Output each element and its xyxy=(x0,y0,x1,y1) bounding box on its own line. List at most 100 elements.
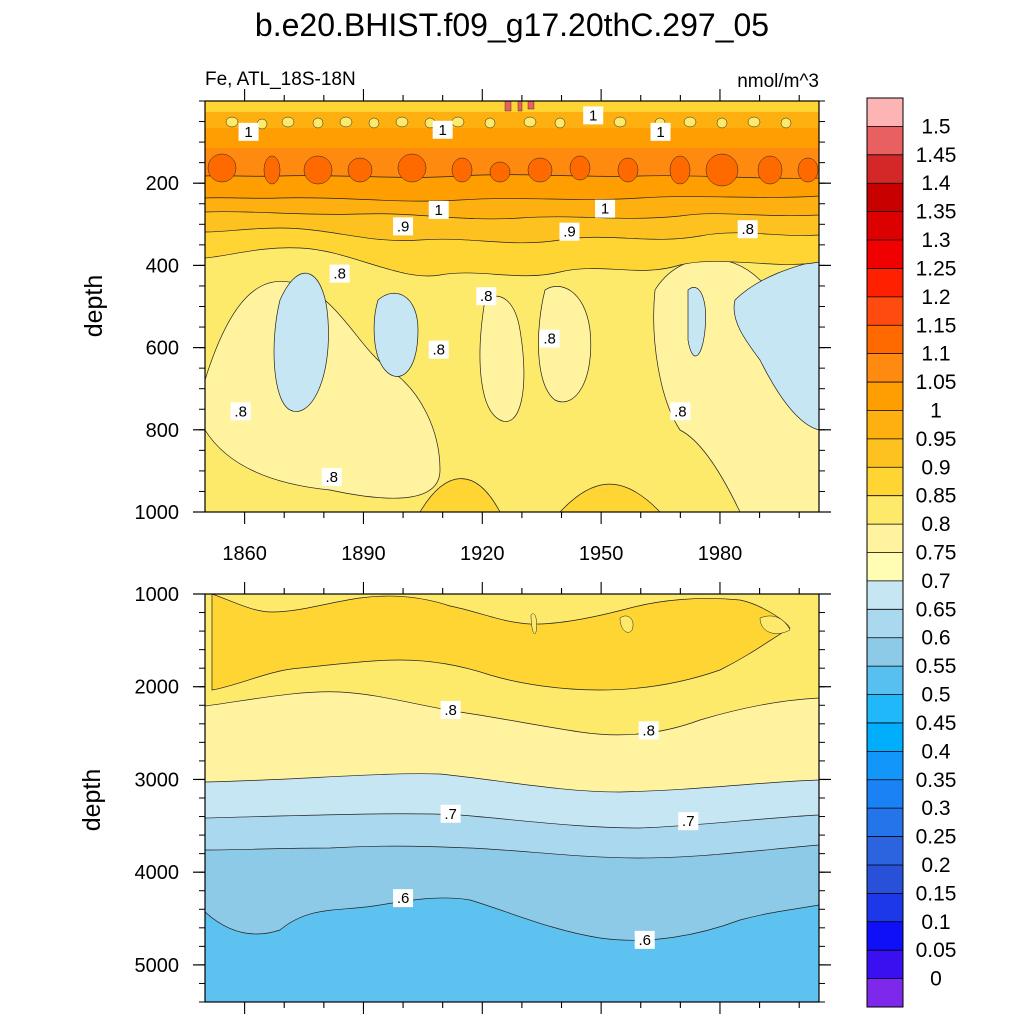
colorbar-swatch xyxy=(867,296,903,326)
contour-label-text: .8 xyxy=(326,469,339,486)
colorbar-swatch xyxy=(867,694,903,724)
colorbar-swatch xyxy=(867,495,903,525)
contour-label-text: .9 xyxy=(563,224,576,241)
contour-label: .6 xyxy=(393,889,414,908)
bottom-ylabel: depth xyxy=(78,769,106,832)
contour-label-box xyxy=(440,804,461,823)
contour-label-box xyxy=(393,889,414,908)
colorbar-label: 1.15 xyxy=(916,314,957,337)
contour-label-text: 1 xyxy=(439,122,447,139)
colorbar-label: 1.45 xyxy=(916,144,957,167)
colorbar-label: 0.9 xyxy=(921,456,950,479)
colorbar-label: 1.25 xyxy=(916,257,957,280)
contour-label-text: .8 xyxy=(480,288,493,305)
colorbar-swatch xyxy=(867,580,903,610)
contour-label-text: 1 xyxy=(656,124,664,141)
colorbar-swatch xyxy=(867,950,903,979)
colorbar-label: 1.2 xyxy=(921,286,950,309)
contour-label-text: 1 xyxy=(589,107,597,124)
colorbar-swatch xyxy=(867,240,903,269)
colorbar-label: 0.65 xyxy=(916,598,957,621)
colorbar-swatch xyxy=(867,98,903,127)
contour-label: .8 xyxy=(440,700,461,719)
xtick-label: 1980 xyxy=(698,543,743,565)
contour-label-box xyxy=(678,812,699,831)
colorbar-swatch xyxy=(867,524,903,553)
contour-label-text: .8 xyxy=(741,221,754,238)
colorbar-label: 1.35 xyxy=(916,201,957,224)
contour-label: .8 xyxy=(737,220,758,239)
contour-label-box xyxy=(638,721,659,740)
colorbar-swatch xyxy=(867,154,903,184)
contour-label-box xyxy=(670,402,691,421)
colorbar-label: 0.3 xyxy=(921,797,950,820)
contour-label: 1 xyxy=(595,199,616,218)
contour-label-text: .8 xyxy=(432,342,445,359)
colorbar-swatch xyxy=(867,666,903,695)
units-label: nmol/m^3 xyxy=(737,71,819,92)
contour-label-box xyxy=(539,329,560,348)
colorbar-swatch xyxy=(867,637,903,667)
contour-label-text: 1 xyxy=(435,202,443,219)
contour-label: 1 xyxy=(428,200,449,219)
ytick-label: 1000 xyxy=(135,502,180,524)
contour-label-box xyxy=(329,264,350,283)
contour-label-text: .6 xyxy=(638,932,651,949)
contour-label: 1 xyxy=(650,122,671,141)
axes-layer: 200 400 600 800 1000 1860 1890 1920 1950 1980 1000… xyxy=(135,89,831,1014)
colorbar-swatch xyxy=(867,609,903,639)
colorbar-label: 1.05 xyxy=(916,371,957,394)
colorbar-swatch xyxy=(867,836,903,866)
contour-label: .9 xyxy=(559,222,580,241)
contour-label: .8 xyxy=(230,402,251,421)
colorbar-swatch xyxy=(867,353,903,383)
contour-label-text: .8 xyxy=(333,266,346,283)
contour-label-text: .6 xyxy=(397,890,410,907)
colorbar-label: 1.4 xyxy=(921,172,951,195)
colorbar-swatch xyxy=(867,438,903,468)
contour-label-box xyxy=(650,122,671,141)
contour-label-box xyxy=(737,220,758,239)
colorbar-label: 1.1 xyxy=(921,343,950,366)
contour-label-text: 1 xyxy=(601,201,609,218)
contour-label: .8 xyxy=(476,287,497,306)
colorbar-label: 1.5 xyxy=(921,115,950,138)
ytick-label: 600 xyxy=(146,338,179,360)
ytick-label: 3000 xyxy=(135,769,180,791)
colorbar-swatch xyxy=(867,410,903,440)
colorbar-label: 0.5 xyxy=(921,684,950,707)
colorbar-label: 0.4 xyxy=(921,740,951,763)
colorbar-swatch xyxy=(867,808,903,837)
colorbar-swatch xyxy=(867,751,903,781)
contour-label-box xyxy=(238,122,259,141)
colorbar-label: 1 xyxy=(930,399,942,422)
contour-label: 1 xyxy=(432,120,453,139)
contour-label-text: .8 xyxy=(444,702,457,719)
ytick-label: 5000 xyxy=(135,955,180,977)
contour-label: .7 xyxy=(678,812,699,831)
colorbar-swatch xyxy=(867,211,903,241)
colorbar-label: 0 xyxy=(930,968,942,991)
contour-label-box xyxy=(428,200,449,219)
colorbar-swatch xyxy=(867,126,903,156)
colorbar-swatch xyxy=(867,325,903,355)
colorbar-label: 0.15 xyxy=(916,882,957,905)
contour-label: .6 xyxy=(634,930,655,949)
contour-label: .8 xyxy=(670,402,691,421)
colorbar-swatch xyxy=(867,921,903,951)
colorbar: 1.5 1.45 1.4 1.35 1.3 1.25 1.2 1.15 1.1 1.05 1 0.95… xyxy=(866,97,957,1008)
xtick-label: 1890 xyxy=(341,543,386,565)
bottom-panel-field xyxy=(205,594,819,1002)
contour-label-box xyxy=(428,340,449,359)
colorbar-label: 0.8 xyxy=(921,513,950,536)
variable-label: Fe, ATL_18S-18N xyxy=(205,69,356,90)
colorbar-label: 0.85 xyxy=(916,485,957,508)
contour-label-box xyxy=(634,930,655,949)
colorbar-label: 0.6 xyxy=(921,627,950,650)
ytick-label: 1000 xyxy=(135,584,180,606)
contour-label-text: .8 xyxy=(543,331,556,348)
xtick-label: 1860 xyxy=(222,543,267,565)
colorbar-label: 0.45 xyxy=(916,712,957,735)
colorbar-swatch xyxy=(867,382,903,411)
